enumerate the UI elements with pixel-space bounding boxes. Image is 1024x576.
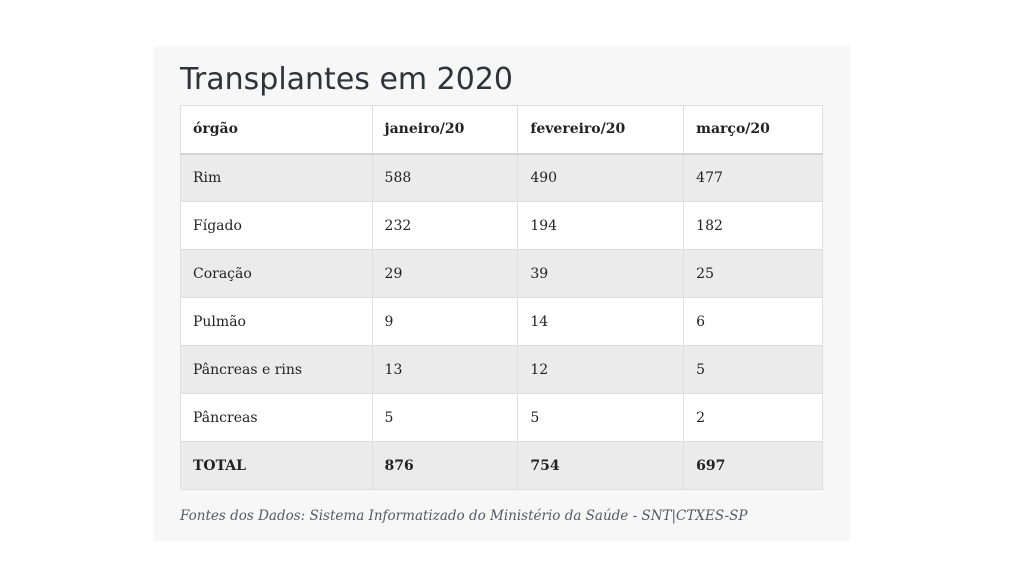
cell-organ: Coração bbox=[180, 249, 373, 298]
table-row: Coração 29 39 25 bbox=[180, 249, 823, 298]
cell-organ: Pâncreas bbox=[180, 393, 373, 442]
cell-value: 6 bbox=[683, 297, 823, 346]
cell-value: 12 bbox=[517, 345, 685, 394]
table-row: Pulmão 9 14 6 bbox=[180, 297, 823, 346]
page-title: Transplantes em 2020 bbox=[180, 62, 514, 97]
cell-value: 39 bbox=[517, 249, 685, 298]
cell-value: 232 bbox=[371, 201, 519, 250]
cell-value: 5 bbox=[517, 393, 685, 442]
cell-value: 2 bbox=[683, 393, 823, 442]
cell-organ: Fígado bbox=[180, 201, 373, 250]
cell-total-value: 697 bbox=[683, 441, 823, 490]
table-row: Pâncreas e rins 13 12 5 bbox=[180, 345, 823, 394]
header-organ: órgão bbox=[180, 105, 373, 155]
transplant-table: órgão janeiro/20 fevereiro/20 março/20 R… bbox=[180, 105, 823, 490]
cell-value: 588 bbox=[371, 153, 519, 202]
header-mar: março/20 bbox=[683, 105, 823, 155]
cell-value: 29 bbox=[371, 249, 519, 298]
header-jan: janeiro/20 bbox=[371, 105, 519, 155]
table-total-row: TOTAL 876 754 697 bbox=[180, 441, 823, 490]
cell-total-value: 754 bbox=[517, 441, 685, 490]
cell-value: 182 bbox=[683, 201, 823, 250]
cell-value: 14 bbox=[517, 297, 685, 346]
table-row: Rim 588 490 477 bbox=[180, 153, 823, 202]
cell-value: 477 bbox=[683, 153, 823, 202]
cell-value: 5 bbox=[683, 345, 823, 394]
cell-value: 9 bbox=[371, 297, 519, 346]
cell-value: 5 bbox=[371, 393, 519, 442]
cell-value: 13 bbox=[371, 345, 519, 394]
table-row: Fígado 232 194 182 bbox=[180, 201, 823, 250]
cell-value: 194 bbox=[517, 201, 685, 250]
cell-value: 25 bbox=[683, 249, 823, 298]
cell-value: 490 bbox=[517, 153, 685, 202]
content-card: Transplantes em 2020 órgão janeiro/20 fe… bbox=[154, 46, 850, 541]
cell-total-value: 876 bbox=[371, 441, 519, 490]
table-row: Pâncreas 5 5 2 bbox=[180, 393, 823, 442]
cell-organ: Pulmão bbox=[180, 297, 373, 346]
header-feb: fevereiro/20 bbox=[517, 105, 685, 155]
cell-organ: Rim bbox=[180, 153, 373, 202]
cell-organ: Pâncreas e rins bbox=[180, 345, 373, 394]
cell-total-label: TOTAL bbox=[180, 441, 373, 490]
data-source-note: Fontes dos Dados: Sistema Informatizado … bbox=[180, 508, 748, 524]
table-header-row: órgão janeiro/20 fevereiro/20 março/20 bbox=[180, 105, 823, 155]
